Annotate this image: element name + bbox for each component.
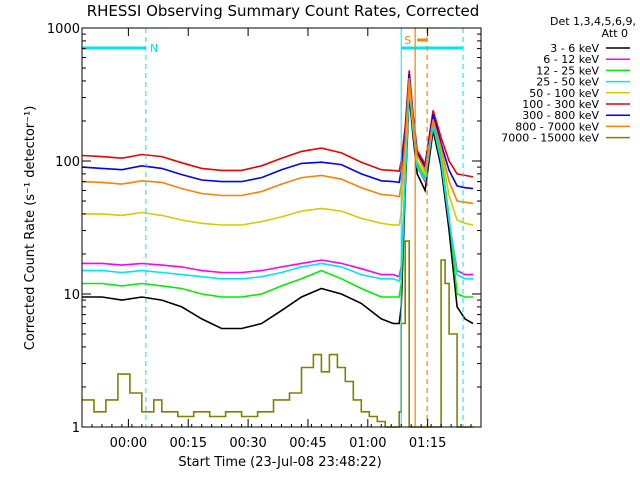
saa-label: S (404, 34, 411, 47)
x-tick-label-2: 00:30 (229, 436, 266, 451)
series-layer (81, 70, 474, 428)
legend-label-4: 50 - 100 keV (529, 87, 599, 100)
legend-label-5: 100 - 300 keV (522, 98, 599, 111)
series-line-6 (81, 74, 474, 190)
y-tick-label-2: 100 (55, 155, 80, 170)
night-label: N (150, 42, 158, 55)
series-line-8 (82, 240, 473, 428)
series-line-5 (81, 70, 474, 178)
axis-ticks: 00:00 00:15 00:30 00:45 01:00 01:15 1 10 100 1000 (47, 22, 482, 451)
x-tick-label-0: 00:00 (110, 436, 147, 451)
legend-header-line2: Att 0 (602, 27, 628, 40)
legend-label-0: 3 - 6 keV (550, 42, 599, 55)
chart-title: RHESSI Observing Summary Count Rates, Co… (87, 2, 480, 20)
legend-label-2: 12 - 25 keV (536, 64, 599, 77)
series-line-2 (82, 83, 473, 298)
series-line-7 (81, 78, 474, 205)
legend-label-6: 300 - 800 keV (522, 109, 599, 122)
y-tick-label-1: 10 (63, 288, 80, 303)
y-tick-label-0: 1 (72, 421, 80, 436)
plot-frame (81, 27, 482, 428)
x-axis-label: Start Time (23-Jul-08 23:48:22) (178, 455, 381, 470)
x-tick-label-3: 00:45 (289, 436, 326, 451)
y-axis-label: Corrected Count Rate (s⁻¹ detector⁻¹) (23, 106, 38, 351)
x-tick-label-1: 00:15 (170, 436, 207, 451)
legend-label-8: 7000 - 15000 keV (501, 132, 599, 145)
series-line-0 (82, 93, 474, 330)
legend-label-3: 25 - 50 keV (536, 76, 599, 89)
annotations: NS (82, 28, 464, 427)
y-tick-label-3: 1000 (47, 22, 80, 37)
legend-label-1: 6 - 12 keV (543, 53, 599, 66)
legend-header-line1: Det 1,3,4,5,6,9, (550, 15, 636, 28)
x-tick-label-4: 01:00 (349, 436, 386, 451)
x-tick-label-5: 01:15 (409, 436, 446, 451)
legend-label-7: 800 - 7000 keV (515, 120, 599, 133)
series-line-3 (82, 86, 473, 283)
